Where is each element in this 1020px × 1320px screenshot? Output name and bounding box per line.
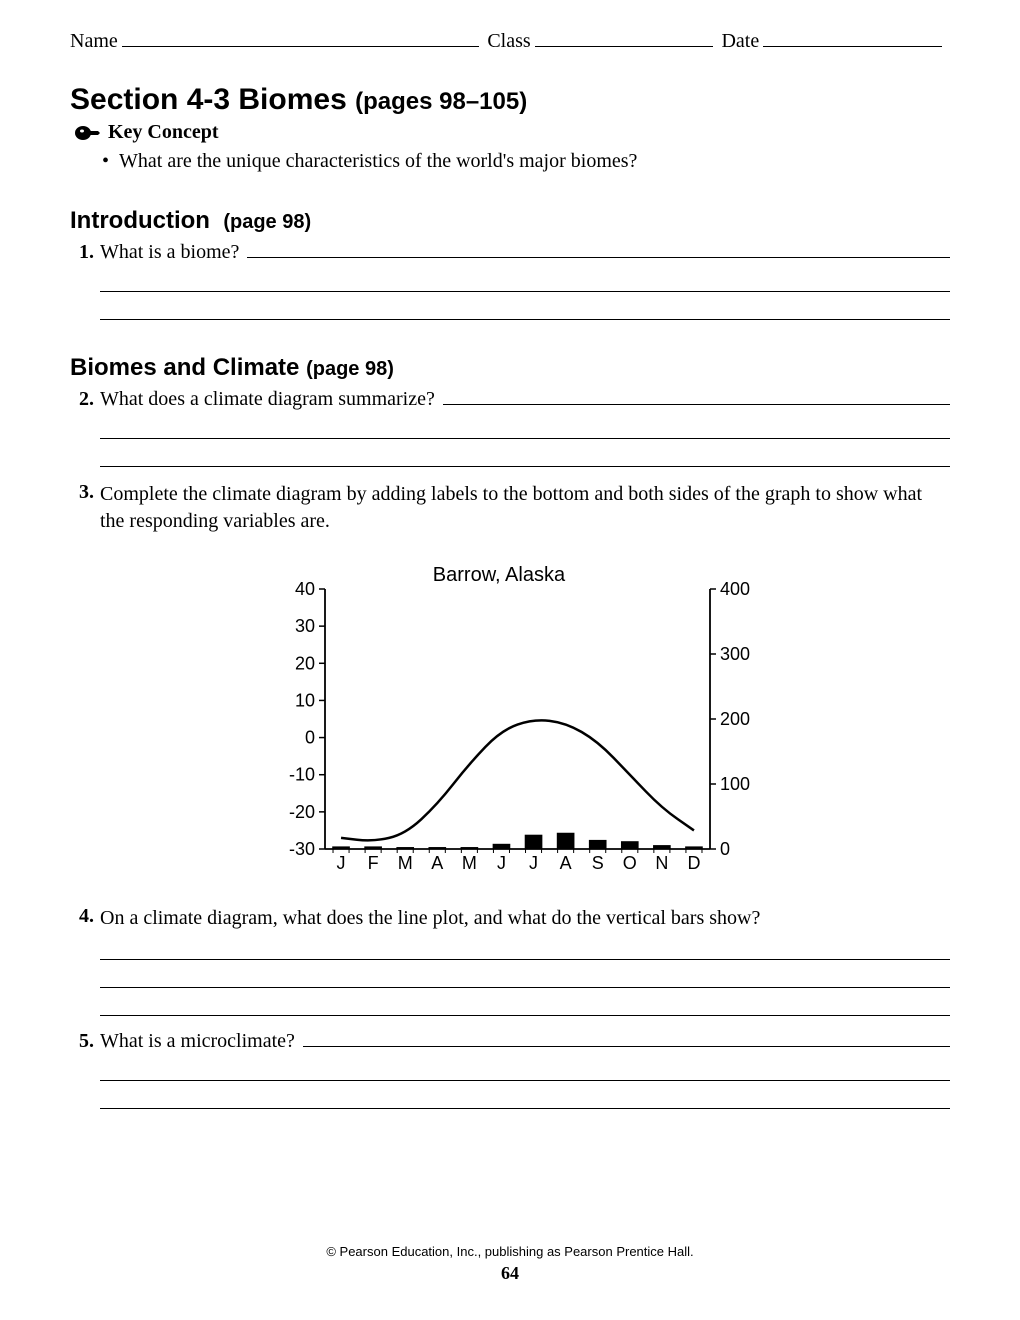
intro-pgref: (page 98) bbox=[223, 211, 311, 233]
q4-answer-line-2[interactable] bbox=[100, 966, 950, 988]
q1-num: 1. bbox=[70, 241, 94, 264]
section-title: Section 4-3 Biomes (pages 98–105) bbox=[70, 83, 950, 117]
svg-text:N: N bbox=[655, 853, 668, 873]
question-4: 4. On a climate diagram, what does the l… bbox=[70, 905, 950, 932]
q2-answer-line-1[interactable] bbox=[443, 404, 950, 405]
svg-text:A: A bbox=[560, 853, 572, 873]
q2-num: 2. bbox=[70, 388, 94, 411]
key-concept-label: Key Concept bbox=[108, 121, 219, 144]
bc-heading-text: Biomes and Climate bbox=[70, 354, 299, 381]
q5-answer-line-1[interactable] bbox=[303, 1046, 950, 1047]
svg-text:M: M bbox=[462, 853, 477, 873]
question-2: 2. What does a climate diagram summarize… bbox=[70, 388, 950, 411]
question-3: 3. Complete the climate diagram by addin… bbox=[70, 481, 950, 535]
climate-chart: Barrow, Alaska403020100-10-20-3040030020… bbox=[270, 561, 750, 881]
q1-answer-line-2[interactable] bbox=[100, 270, 950, 292]
key-concept-icon bbox=[74, 125, 100, 141]
bullet-dot: • bbox=[102, 150, 109, 173]
q1-answer-line-3[interactable] bbox=[100, 298, 950, 320]
date-blank[interactable] bbox=[763, 46, 942, 47]
q2-text: What does a climate diagram summarize? bbox=[100, 388, 435, 411]
q3-text: Complete the climate diagram by adding l… bbox=[100, 481, 950, 535]
q4-answer-line-3[interactable] bbox=[100, 994, 950, 1016]
page-number: 64 bbox=[0, 1263, 1020, 1284]
bc-pgref: (page 98) bbox=[306, 358, 394, 380]
svg-text:M: M bbox=[398, 853, 413, 873]
q4-answer-line-1[interactable] bbox=[100, 938, 950, 960]
svg-text:200: 200 bbox=[720, 709, 750, 729]
biomes-climate-heading: Biomes and Climate (page 98) bbox=[70, 354, 950, 382]
svg-text:S: S bbox=[592, 853, 604, 873]
key-concept-row: Key Concept bbox=[74, 121, 950, 144]
question-1: 1. What is a biome? bbox=[70, 241, 950, 264]
header-date-label: Date bbox=[721, 30, 759, 53]
question-5: 5. What is a microclimate? bbox=[70, 1030, 950, 1053]
q5-answer-line-2[interactable] bbox=[100, 1059, 950, 1081]
svg-text:A: A bbox=[431, 853, 443, 873]
svg-text:-30: -30 bbox=[289, 839, 315, 859]
svg-text:-10: -10 bbox=[289, 765, 315, 785]
svg-text:40: 40 bbox=[295, 579, 315, 599]
svg-text:J: J bbox=[529, 853, 538, 873]
header-class-label: Class bbox=[487, 30, 530, 53]
q1-answer-line-1[interactable] bbox=[247, 257, 950, 258]
worksheet-header: Name Class Date bbox=[70, 30, 950, 53]
svg-text:0: 0 bbox=[720, 839, 730, 859]
q3-num: 3. bbox=[70, 481, 94, 535]
svg-text:Barrow, Alaska: Barrow, Alaska bbox=[433, 564, 566, 586]
copyright-text: © Pearson Education, Inc., publishing as… bbox=[0, 1244, 1020, 1259]
svg-text:F: F bbox=[368, 853, 379, 873]
section-pages: (pages 98–105) bbox=[355, 88, 527, 115]
q4-text: On a climate diagram, what does the line… bbox=[100, 905, 950, 932]
svg-text:J: J bbox=[337, 853, 346, 873]
key-concept-text: What are the unique characteristics of t… bbox=[119, 150, 637, 173]
section-title-text: Section 4-3 Biomes bbox=[70, 83, 347, 116]
page-footer: © Pearson Education, Inc., publishing as… bbox=[0, 1244, 1020, 1284]
svg-text:300: 300 bbox=[720, 644, 750, 664]
q4-num: 4. bbox=[70, 905, 94, 932]
svg-text:0: 0 bbox=[305, 728, 315, 748]
header-name-label: Name bbox=[70, 30, 118, 53]
q2-answer-line-3[interactable] bbox=[100, 445, 950, 467]
svg-text:-20: -20 bbox=[289, 802, 315, 822]
climate-chart-container: Barrow, Alaska403020100-10-20-3040030020… bbox=[70, 561, 950, 881]
svg-text:O: O bbox=[623, 853, 637, 873]
q2-answer-line-2[interactable] bbox=[100, 417, 950, 439]
svg-text:D: D bbox=[687, 853, 700, 873]
q5-answer-line-3[interactable] bbox=[100, 1087, 950, 1109]
class-blank[interactable] bbox=[535, 46, 714, 47]
svg-text:J: J bbox=[497, 853, 506, 873]
q5-text: What is a microclimate? bbox=[100, 1030, 295, 1053]
svg-text:30: 30 bbox=[295, 616, 315, 636]
key-concept-bullet: • What are the unique characteristics of… bbox=[102, 150, 950, 173]
svg-text:100: 100 bbox=[720, 774, 750, 794]
svg-text:10: 10 bbox=[295, 690, 315, 710]
q1-text: What is a biome? bbox=[100, 241, 239, 264]
q5-num: 5. bbox=[70, 1030, 94, 1053]
svg-text:400: 400 bbox=[720, 579, 750, 599]
introduction-heading: Introduction (page 98) bbox=[70, 207, 950, 235]
svg-text:20: 20 bbox=[295, 653, 315, 673]
intro-heading-text: Introduction bbox=[70, 207, 210, 234]
name-blank[interactable] bbox=[122, 46, 480, 47]
